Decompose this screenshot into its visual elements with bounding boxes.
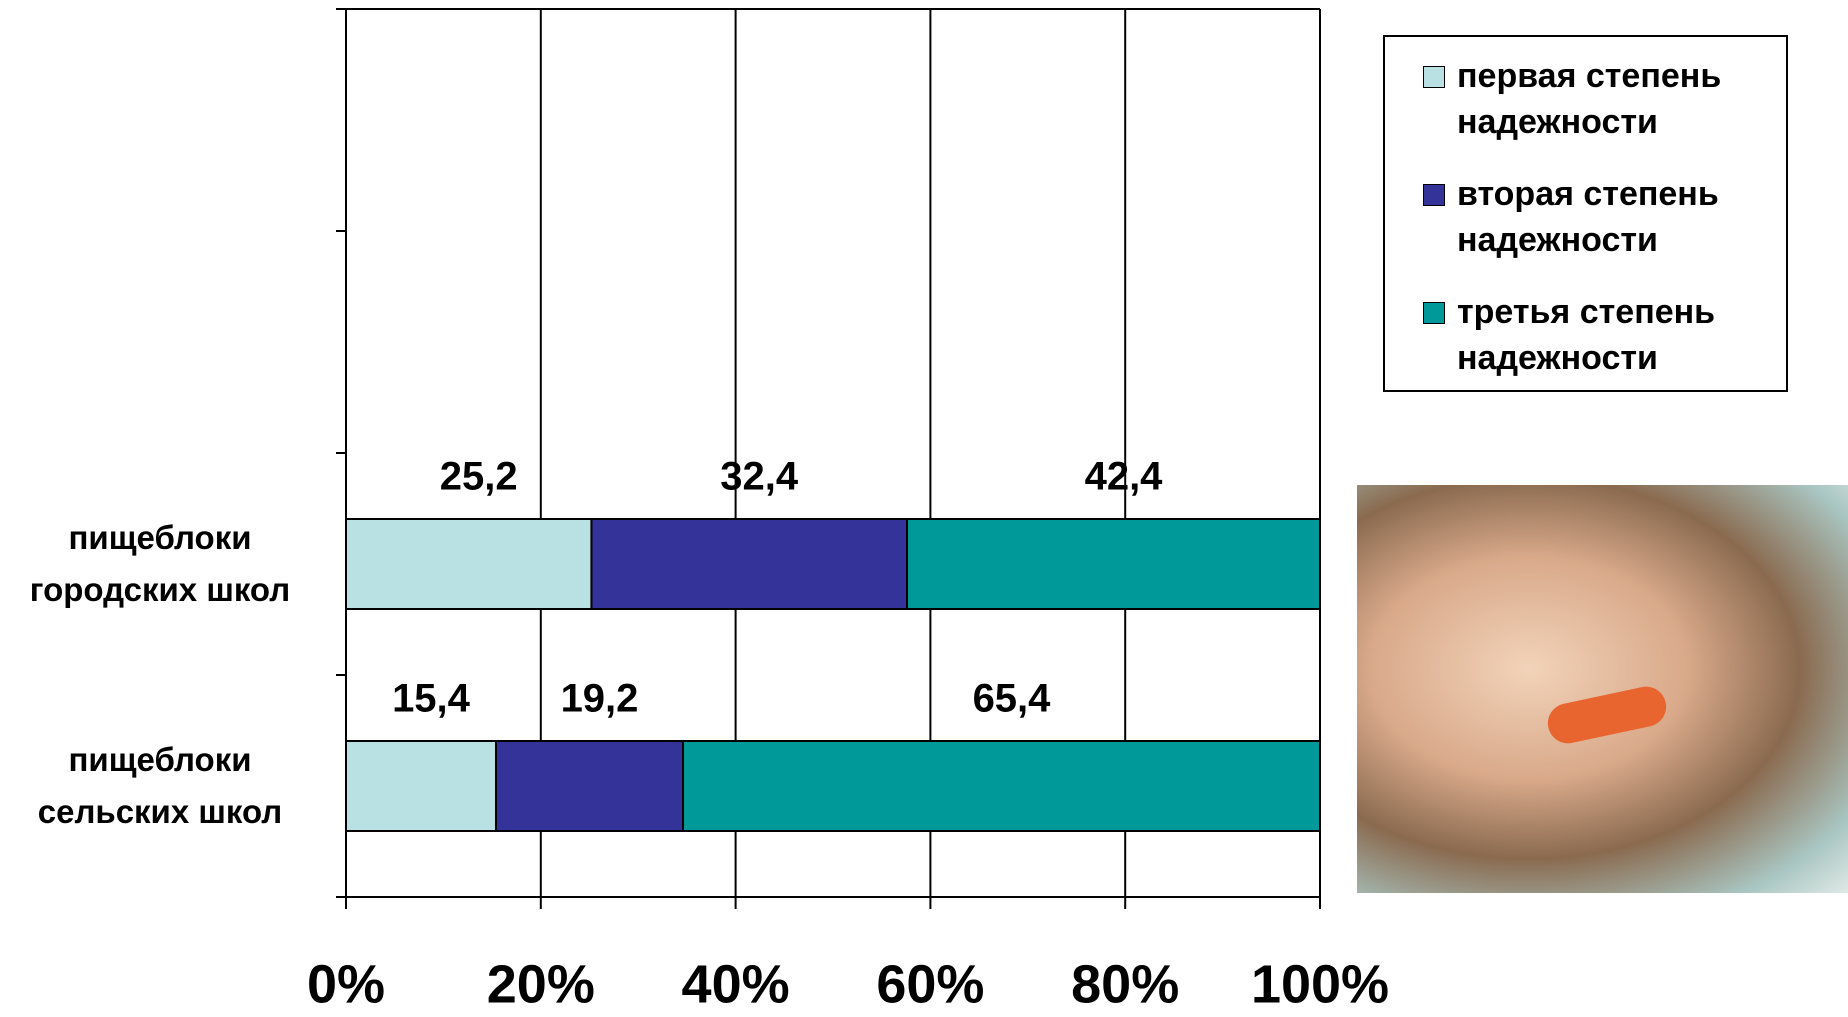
data-label: 42,4: [1085, 455, 1164, 499]
bar-segment: [590, 518, 909, 610]
bar-segment: [682, 740, 1321, 832]
data-label: 25,2: [440, 455, 518, 499]
x-tick-label: 100%: [1251, 954, 1389, 1014]
data-label: 32,4: [720, 455, 799, 499]
x-tick-label: 20%: [487, 954, 595, 1014]
photo-detail: [1544, 682, 1670, 748]
x-tick-label: 80%: [1071, 954, 1179, 1014]
legend-label: первая степень надежности: [1457, 57, 1722, 141]
data-label: 15,4: [392, 677, 471, 721]
legend-label: вторая степень надежности: [1457, 175, 1719, 259]
legend: первая степень надежности вторая степень …: [1383, 35, 1788, 392]
bar-segment: [345, 740, 497, 832]
legend-item: первая степень надежности: [1423, 53, 1776, 145]
category-label: пищеблоки сельских школ: [37, 741, 283, 830]
legend-swatch: [1423, 184, 1445, 206]
bar-segment: [906, 518, 1321, 610]
legend-swatch: [1423, 66, 1445, 88]
photo: [1357, 485, 1848, 893]
x-tick-label: 60%: [876, 954, 984, 1014]
legend-item: третья степень надежности: [1423, 289, 1776, 381]
x-tick-label: 0%: [307, 954, 385, 1014]
legend-label: третья степень надежности: [1457, 293, 1716, 377]
data-label: 65,4: [973, 677, 1052, 721]
x-tick-label: 40%: [682, 954, 790, 1014]
category-label: пищеблоки городских школ: [29, 519, 291, 608]
bar-segment: [494, 740, 685, 832]
legend-swatch: [1423, 302, 1445, 324]
data-label: 19,2: [561, 677, 639, 721]
bar-segment: [345, 518, 593, 610]
legend-item: вторая степень надежности: [1423, 171, 1776, 263]
